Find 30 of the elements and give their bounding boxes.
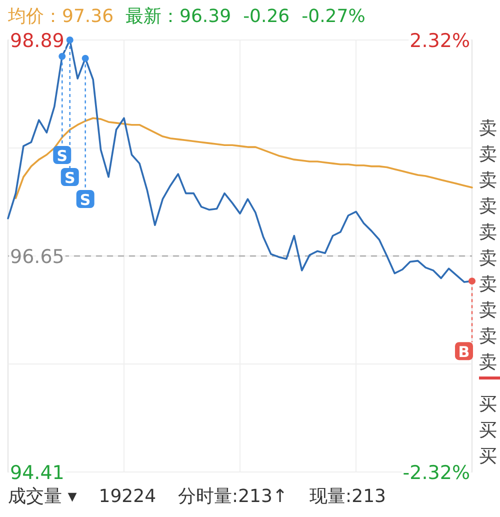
text: 卖 (479, 196, 497, 217)
annotation: S (80, 191, 91, 209)
text: 卖 (479, 326, 497, 347)
text: 买 (479, 420, 497, 441)
text: 买 (479, 446, 497, 467)
text: 买 (479, 394, 497, 415)
text: -0.27% (302, 6, 366, 27)
text: 分时量:213↑ (178, 486, 288, 507)
annotation: S (56, 147, 68, 165)
text: 卖 (479, 300, 497, 321)
y2-tick-label: 2.32% (410, 30, 470, 52)
text: 卖 (479, 274, 497, 295)
y2-tick-label: -2.32% (402, 462, 470, 484)
text: 均价：97.36 (7, 6, 114, 27)
text: 卖 (479, 222, 497, 243)
text: 19224 (98, 486, 156, 507)
y-tick-label: 96.65 (10, 246, 64, 268)
y-tick-label: 94.41 (10, 462, 64, 484)
text: 现量:213 (310, 486, 386, 507)
text: 卖 (479, 144, 497, 165)
annotation: B (458, 343, 470, 362)
text: 卖 (479, 118, 497, 139)
text: 卖 (479, 352, 497, 373)
text: -0.26 (243, 6, 290, 27)
y-tick-label: 98.89 (10, 30, 64, 52)
annotation: S (64, 169, 76, 187)
text: 卖 (479, 248, 497, 269)
text: 最新：96.39 (126, 6, 232, 27)
text: 卖 (479, 170, 497, 191)
text: 成交量 ▾ (8, 486, 77, 507)
